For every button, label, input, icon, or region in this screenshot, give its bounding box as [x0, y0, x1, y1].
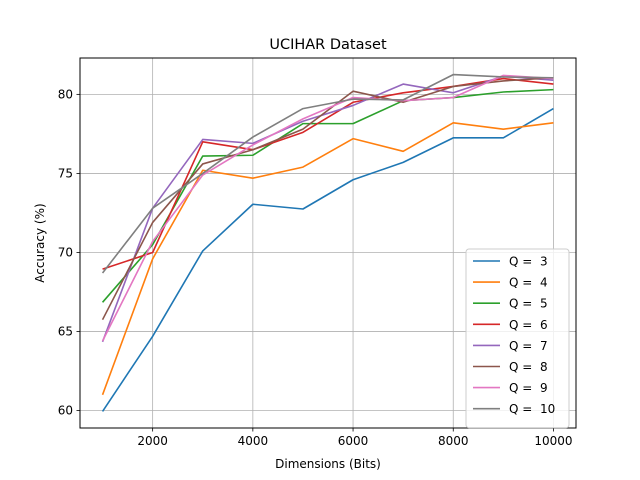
x-tick-label: 2000 [137, 434, 168, 448]
plot-frame [79, 57, 577, 429]
legend-box [465, 248, 570, 429]
series-line-2 [101, 122, 554, 396]
series-line-3 [101, 88, 554, 303]
y-tick-label: 80 [58, 87, 73, 101]
series-lines [101, 73, 554, 412]
chart-title: UCIHAR Dataset [269, 37, 387, 53]
x-tick-label: 6000 [338, 434, 369, 448]
legend-label: Q = 7 [509, 339, 548, 353]
y-axis: 60 65 70 75 80 [58, 87, 80, 418]
legend-label: Q = 8 [509, 360, 548, 374]
x-tick-label: 10000 [534, 434, 572, 448]
x-tick-label: 4000 [238, 434, 269, 448]
series-line-7 [101, 74, 554, 342]
legend-label: Q = 6 [509, 318, 548, 332]
series-line-4 [102, 77, 554, 270]
y-tick-label: 70 [58, 245, 73, 259]
x-tick-label: 8000 [438, 434, 469, 448]
series-line-8 [101, 73, 554, 274]
series-line-1 [101, 107, 554, 412]
series-line-6 [101, 76, 554, 321]
x-axis-label: Dimensions (Bits) [275, 457, 381, 471]
y-tick-label: 75 [58, 166, 73, 180]
y-tick-label: 65 [58, 325, 73, 339]
y-axis-label: Accuracy (%) [33, 203, 47, 282]
legend-label: Q = 3 [509, 255, 548, 269]
grid-lines [80, 58, 576, 428]
legend-label: Q = 5 [509, 297, 548, 311]
y-tick-label: 60 [58, 404, 73, 418]
legend-label: Q = 4 [509, 276, 548, 290]
legend-label: Q = 9 [509, 381, 548, 395]
legend-label: Q = 10 [509, 402, 555, 416]
legend: Q = 3 Q = 4 Q = 5 Q = 6 Q = 7 Q = 8 Q = 9 Q = 1… [465, 248, 570, 429]
x-axis: 2000 4000 6000 8000 10000 [137, 428, 573, 448]
